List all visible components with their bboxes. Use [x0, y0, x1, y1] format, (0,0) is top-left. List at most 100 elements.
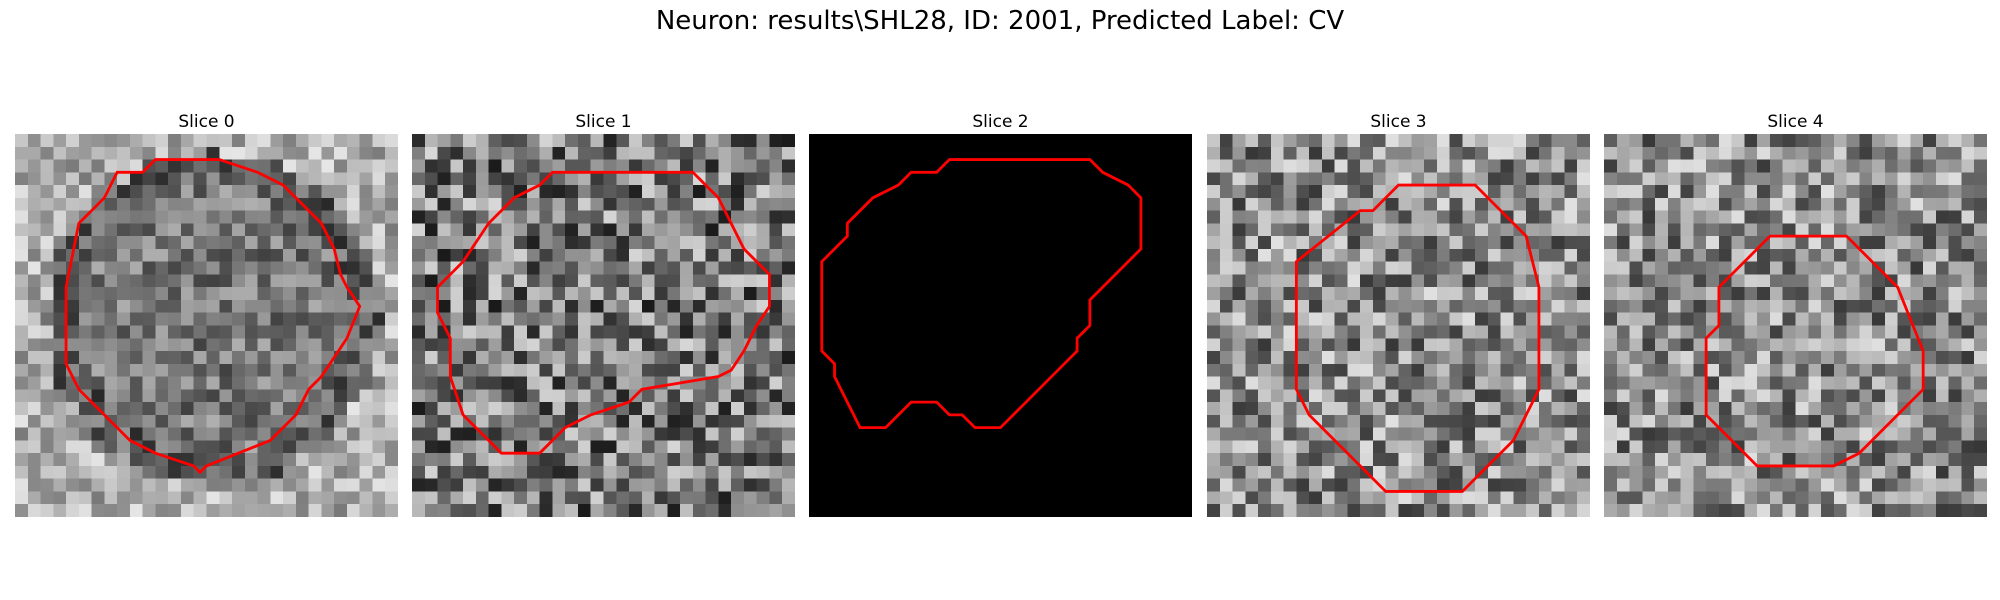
pixel — [1808, 223, 1822, 237]
pixel — [244, 427, 258, 441]
pixel — [539, 338, 553, 352]
pixel — [1693, 504, 1707, 517]
pixel — [257, 261, 271, 275]
pixel — [257, 236, 271, 250]
pixel — [1270, 248, 1284, 262]
pixel — [898, 146, 912, 160]
slice-title: Slice 0 — [178, 112, 235, 132]
pixel — [821, 223, 835, 237]
pixel — [1487, 414, 1501, 428]
pixel — [1718, 299, 1732, 313]
pixel — [1616, 389, 1630, 403]
pixel — [1642, 197, 1656, 211]
pixel — [1718, 197, 1732, 211]
pixel — [1051, 274, 1065, 288]
pixel — [1000, 453, 1014, 467]
pixel — [1538, 261, 1552, 275]
pixel — [526, 172, 540, 186]
pixel — [475, 363, 489, 377]
pixel — [40, 210, 54, 224]
pixel — [372, 312, 386, 326]
pixel — [1166, 363, 1180, 377]
pixel — [437, 172, 451, 186]
pixel — [756, 274, 770, 288]
pixel — [1372, 363, 1386, 377]
pixel — [1140, 363, 1154, 377]
pixel — [129, 427, 143, 441]
pixel — [1102, 185, 1116, 199]
pixel — [1500, 453, 1514, 467]
pixel — [911, 210, 925, 224]
pixel — [1604, 427, 1618, 441]
pixel — [1500, 287, 1514, 301]
pixel — [1551, 338, 1565, 352]
pixel — [66, 402, 80, 416]
pixel — [334, 414, 348, 428]
pixel — [129, 261, 143, 275]
pixel — [40, 172, 54, 186]
pixel — [1309, 210, 1323, 224]
pixel — [834, 414, 848, 428]
pixel — [206, 376, 220, 390]
pixel — [590, 274, 604, 288]
pixel — [385, 146, 398, 160]
pixel — [206, 363, 220, 377]
pixel — [834, 338, 848, 352]
pixel — [680, 491, 694, 505]
pixel — [412, 146, 426, 160]
pixel — [1821, 146, 1835, 160]
pixel — [168, 134, 182, 148]
pixel — [1859, 376, 1873, 390]
pixel — [1283, 465, 1297, 479]
pixel — [1424, 414, 1438, 428]
pixel — [1064, 197, 1078, 211]
pixel — [705, 389, 719, 403]
pixel — [1436, 159, 1450, 173]
pixel — [1616, 236, 1630, 250]
pixel — [1398, 185, 1412, 199]
pixel — [1948, 376, 1962, 390]
pixel — [1128, 299, 1142, 313]
pixel — [334, 363, 348, 377]
pixel — [539, 146, 553, 160]
pixel — [847, 223, 861, 237]
pixel — [1309, 248, 1323, 262]
pixel — [1270, 223, 1284, 237]
pixel — [1296, 146, 1310, 160]
pixel — [1026, 427, 1040, 441]
pixel — [15, 223, 29, 237]
pixel — [1744, 197, 1758, 211]
pixel — [782, 376, 795, 390]
pixel — [1577, 134, 1590, 148]
pixel — [104, 159, 118, 173]
pixel — [206, 185, 220, 199]
pixel — [514, 414, 528, 428]
pixel — [1948, 363, 1962, 377]
pixel — [821, 376, 835, 390]
pixel — [1616, 223, 1630, 237]
pixel — [782, 236, 795, 250]
pixel — [168, 299, 182, 313]
pixel — [590, 491, 604, 505]
pixel — [78, 223, 92, 237]
pixel — [346, 402, 360, 416]
pixel — [1102, 159, 1116, 173]
pixel — [514, 312, 528, 326]
pixel — [1398, 478, 1412, 492]
pixel — [718, 325, 732, 339]
pixel — [654, 134, 668, 148]
pixel — [692, 274, 706, 288]
pixel — [565, 491, 579, 505]
pixel — [1667, 146, 1681, 160]
pixel — [949, 478, 963, 492]
pixel — [1411, 414, 1425, 428]
pixel — [1718, 159, 1732, 173]
pixel — [1153, 172, 1167, 186]
pixel — [1538, 159, 1552, 173]
pixel — [1334, 491, 1348, 505]
pixel — [680, 453, 694, 467]
pixel — [1321, 172, 1335, 186]
pixel — [168, 351, 182, 365]
pixel — [346, 351, 360, 365]
pixel — [1897, 453, 1911, 467]
